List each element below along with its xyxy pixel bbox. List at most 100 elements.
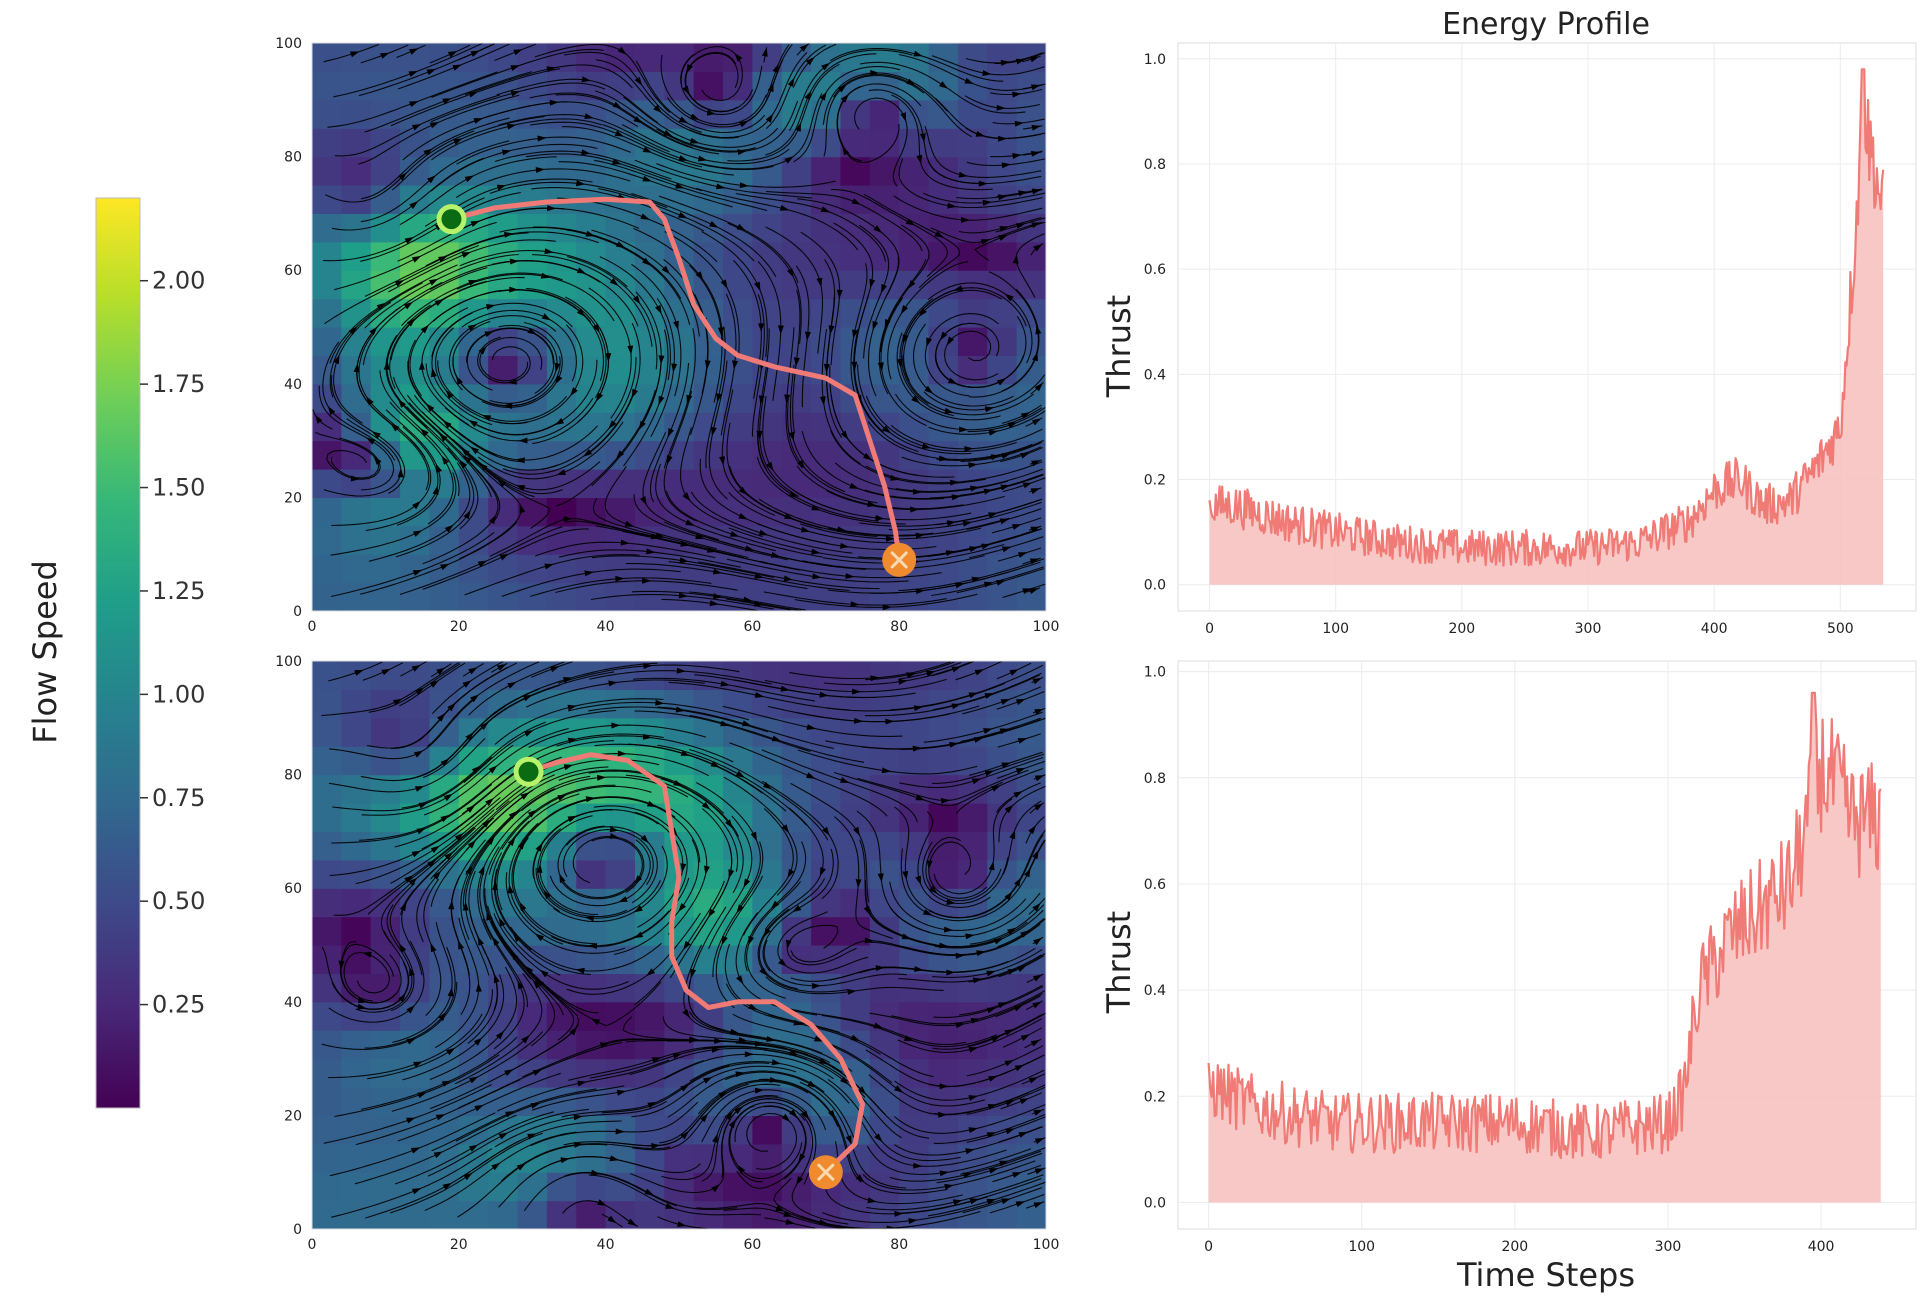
- heatmap-cell: [517, 1001, 548, 1031]
- heatmap-cell: [576, 241, 607, 271]
- streamline-arrow: [709, 221, 719, 228]
- streamline-arrow: [850, 601, 860, 608]
- energy-plot-bottom: 0 100 200 300 400 0.0 0.2 0.4 0.6 0.8 1.0: [1144, 660, 1917, 1255]
- streamline-arrow: [616, 450, 625, 460]
- streamline-arrow: [633, 905, 643, 913]
- streamline-arrow: [581, 76, 591, 83]
- streamline-arrow: [1012, 91, 1022, 98]
- heatmap-cell: [312, 497, 342, 527]
- streamline-arrow: [770, 900, 780, 910]
- streamline-arrow: [916, 154, 923, 165]
- heatmap-cell: [781, 497, 812, 527]
- heatmap-cell: [634, 1001, 665, 1031]
- streamline-arrow: [986, 1198, 996, 1205]
- heatmap-cell: [723, 1172, 753, 1202]
- y-tick-label: 1.0: [1144, 52, 1166, 68]
- heatmap-cell: [928, 1058, 959, 1088]
- streamline-arrow: [496, 184, 507, 191]
- streamline-arrow: [701, 801, 711, 810]
- streamline-arrow: [527, 327, 537, 335]
- flow-field-top: 0 20 40 60 80 100 0 20 40 60 80 100: [275, 36, 1059, 635]
- streamline-arrow: [999, 518, 1010, 525]
- streamline-arrow: [430, 367, 437, 378]
- streamline-arrow: [1014, 120, 1024, 127]
- streamline-arrow: [440, 563, 450, 571]
- streamline-arrow: [584, 113, 594, 119]
- heatmap-cell: [400, 746, 431, 776]
- streamline-arrow: [787, 868, 795, 879]
- streamline-arrow: [946, 336, 954, 346]
- streamline-arrow: [661, 265, 671, 275]
- heatmap-cell: [987, 128, 1018, 158]
- streamline-arrow: [380, 52, 390, 59]
- streamline-arrow: [754, 692, 765, 698]
- streamline-arrow: [423, 148, 433, 156]
- streamline-arrow: [632, 295, 641, 305]
- streamline-arrow: [477, 936, 484, 946]
- streamline-arrow: [939, 331, 948, 341]
- heatmap-cell: [517, 1200, 548, 1229]
- streamline-arrow: [912, 488, 922, 495]
- streamline-arrow: [964, 77, 974, 84]
- streamline-arrow: [784, 513, 794, 520]
- axis-ticks-top-flow: 0 20 40 60 80 100 0 20 40 60 80 100: [275, 36, 1059, 635]
- heatmap-cell: [576, 1143, 607, 1173]
- thrust-area: [1208, 692, 1881, 1203]
- streamline-arrow: [894, 1085, 904, 1093]
- streamline-arrow: [717, 327, 724, 337]
- y-tick-label: 60: [284, 881, 302, 897]
- streamline-arrow: [819, 867, 826, 877]
- streamline-arrow: [849, 482, 859, 489]
- streamline-arrow: [704, 360, 711, 370]
- streamline-arrow: [642, 257, 651, 266]
- heatmap-cell: [634, 1030, 665, 1060]
- streamline-arrow: [597, 1199, 607, 1206]
- heatmap-cell: [693, 1143, 724, 1173]
- streamline-arrow: [495, 1030, 505, 1040]
- heatmap-cell: [664, 469, 695, 498]
- heatmap-cell: [752, 661, 783, 690]
- streamline-arrow: [507, 884, 514, 894]
- streamline-arrow: [984, 770, 995, 777]
- streamline-arrow: [759, 967, 768, 977]
- streamline-arrow: [441, 1080, 451, 1087]
- heatmap-cell: [341, 582, 372, 611]
- streamline-arrow: [906, 78, 916, 86]
- y-tick-label: 0: [293, 1222, 302, 1238]
- streamline-arrow: [816, 277, 823, 288]
- trajectory-bottom: [513, 752, 865, 1190]
- streamline-arrow: [1029, 558, 1040, 565]
- heatmap-cell: [370, 803, 401, 832]
- heatmap-cell: [546, 497, 577, 527]
- streamline-arrow: [1013, 1004, 1024, 1012]
- heatmap-cell: [869, 1087, 900, 1116]
- streamline-arrow: [509, 258, 519, 265]
- heatmap-cell: [458, 497, 489, 527]
- streamline-arrow: [886, 535, 896, 542]
- streamline-arrow: [1032, 974, 1043, 982]
- streamline-arrow: [524, 730, 534, 737]
- heatmap-cell: [488, 1030, 519, 1060]
- heatmap-cell: [458, 554, 489, 584]
- streamline-arrow: [736, 223, 746, 231]
- streamline-arrow: [975, 131, 986, 137]
- streamline-arrow: [420, 428, 429, 437]
- streamline-arrow: [1032, 849, 1039, 860]
- heatmap-cell: [517, 582, 548, 611]
- streamline-arrow: [754, 1087, 765, 1094]
- heatmap-cell: [987, 973, 1018, 1003]
- streamline-arrow: [420, 324, 429, 334]
- streamline-arrow: [952, 1199, 963, 1206]
- streamline-arrow: [597, 774, 607, 781]
- streamline-arrow: [951, 666, 961, 673]
- heatmap-cell: [957, 746, 988, 776]
- streamline-arrow: [640, 496, 647, 506]
- heatmap-cell: [312, 525, 342, 555]
- streamline-arrow: [362, 951, 372, 958]
- streamline-arrow: [559, 873, 566, 883]
- streamline-arrow: [651, 1057, 662, 1063]
- heatmap-cell: [576, 717, 607, 747]
- streamline-arrow: [609, 1155, 620, 1162]
- streamline-arrow: [913, 1162, 923, 1169]
- streamline-arrow: [463, 455, 472, 464]
